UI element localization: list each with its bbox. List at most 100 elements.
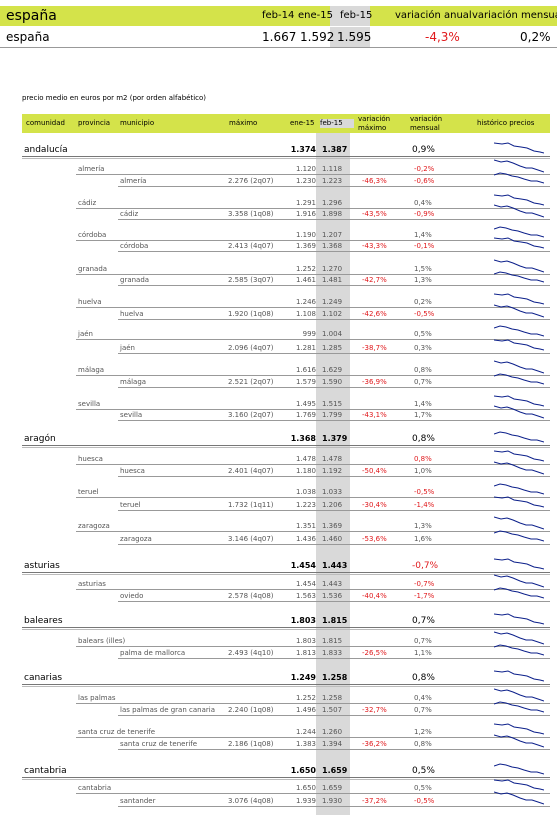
table-row-provincia: balears (illes) 1.803 1.815 0,7% [22,631,550,651]
historico-sparkline [494,587,544,599]
table-row-municipio: huelva 1.920 (1q08) 1.108 1.102 -42,6% -0,5% [22,304,550,324]
feb-value: 1.368 [322,242,343,250]
feb-value: 1.799 [322,411,343,419]
historico-sparkline [494,516,544,530]
historico-sparkline [494,779,544,791]
var-mensual-value: 0,8% [412,434,435,444]
var-mensual-value: 0,7% [414,706,432,714]
var-mensual-value: 0,2% [414,298,432,306]
table-row-provincia: huelva 1.246 1.249 0,2% [22,293,550,312]
var-mensual-value: 0,5% [414,784,432,792]
table-row-provincia: córdoba 1.190 1.207 1,4% [22,226,550,245]
table-row-municipio: santa cruz de tenerife 2.186 (1q08) 1.383 1… [22,734,550,754]
ene-value: 1.454 [295,580,316,588]
ene-value: 1.383 [295,740,316,748]
historico-sparkline [494,574,544,588]
summary-header-region: españa [6,8,57,24]
feb-value: 1.536 [322,592,343,600]
maximo-value: 3.146 (4q07) [228,535,274,543]
historico-sparkline [494,142,544,154]
historico-sparkline [494,172,544,184]
ene-value: 999 [302,330,316,338]
historico-sparkline [494,734,544,748]
table-row-municipio: zaragoza 3.146 (4q07) 1.436 1.460 -53,6% 1,6% [22,530,550,549]
historico-sparkline [494,496,544,508]
feb-value: 1.515 [322,400,343,408]
table-note: precio medio en euros por m2 (por orden … [22,94,207,102]
historico-sparkline [494,613,544,625]
col-feb: feb-15 [320,119,354,128]
summary-header-ene15: ene-15 [298,10,333,21]
table-row-comunidad: andalucía 1.374 1.387 0,9% [22,142,550,159]
historico-sparkline [494,461,544,475]
ene-value: 1.180 [295,467,316,475]
feb-value: 1.898 [322,210,343,218]
maximo-value: 2.186 (1q08) [228,740,274,748]
ene-value: 1.650 [295,784,316,792]
feb-value: 1.507 [322,706,343,714]
var-mensual-value: 1,7% [414,411,432,419]
feb-value: 1.004 [322,330,343,338]
feb-value: 1.930 [322,797,343,805]
municipio-name: málaga [120,378,147,386]
var-mensual-value: 1,4% [414,231,432,239]
ene-value: 1.563 [295,592,316,600]
var-mensual-value: 0,8% [414,455,432,463]
ene-value: 1.351 [295,522,316,530]
provincia-name: granada [78,265,108,273]
var-maximo-value: -36,9% [362,378,387,386]
table-row-provincia: las palmas 1.252 1.258 0,4% [22,688,550,708]
maximo-value: 2.401 (4q07) [228,467,274,475]
ene-value: 1.454 [290,561,316,570]
var-mensual-value: 0,8% [412,673,435,683]
ene-value: 1.616 [295,366,316,374]
provincia-name: córdoba [78,231,107,239]
ene-value: 1.223 [295,501,316,509]
table-row-municipio: granada 2.585 (3q07) 1.461 1.481 -42,7% 1,3% [22,271,550,290]
feb-value: 1.478 [322,455,343,463]
feb-value: 1.833 [322,649,343,657]
historico-sparkline [494,293,544,305]
municipio-name: córdoba [120,242,149,250]
ene-value: 1.803 [290,616,316,625]
ene-value: 1.650 [290,766,316,775]
historico-sparkline [494,204,544,218]
feb-value: 1.260 [322,728,343,736]
var-mensual-value: 0,3% [414,344,432,352]
table-row-municipio: jaén 2.096 (4q07) 1.281 1.285 -38,7% 0,3% [22,339,550,358]
feb-value: 1.379 [322,434,348,443]
var-mensual-value: 0,8% [414,740,432,748]
var-mensual-value: 1,2% [414,728,432,736]
var-mensual-value: -0,1% [414,242,435,250]
table-row-municipio: santander 3.076 (4q08) 1.939 1.930 -37,2% -0,… [22,791,550,811]
col-var-max: variación máximo [358,115,391,132]
provincia-name: las palmas [78,694,116,702]
var-mensual-value: 0,7% [414,637,432,645]
var-mensual-value: -0,5% [414,310,435,318]
ene-value: 1.916 [295,210,316,218]
municipio-name: las palmas de gran canaria [120,706,215,714]
ene-value: 1.813 [295,649,316,657]
var-mensual-value: 0,4% [414,199,432,207]
municipio-name: santander [120,797,156,805]
table-row-municipio: teruel 1.732 (1q11) 1.223 1.206 -30,4% -1,4% [22,496,550,515]
ene-value: 1.478 [295,455,316,463]
table-row-provincia: sevilla 1.495 1.515 1,4% [22,395,550,414]
table-row-comunidad: cantabria 1.650 1.659 0,5% [22,763,550,780]
ene-value: 1.038 [295,488,316,496]
table-row-comunidad: asturias 1.454 1.443 -0,7% [22,558,550,575]
table-row-provincia: huesca 1.478 1.478 0,8% [22,450,550,469]
var-mensual-value: -0,9% [414,210,435,218]
feb-value: 1.481 [322,276,343,284]
table-row-comunidad: canarias 1.249 1.258 0,8% [22,670,550,687]
ene-value: 1.249 [290,673,316,682]
var-mensual-value: 1,4% [414,400,432,408]
historico-sparkline [494,325,544,337]
var-maximo-value: -37,2% [362,797,387,805]
maximo-value: 1.920 (1q08) [228,310,274,318]
table-row-provincia: asturias 1.454 1.443 -0,7% [22,574,550,594]
municipio-name: sevilla [120,411,143,419]
municipio-name: huesca [120,467,145,475]
ene-value: 1.291 [295,199,316,207]
var-mensual-value: 0,9% [412,145,435,155]
